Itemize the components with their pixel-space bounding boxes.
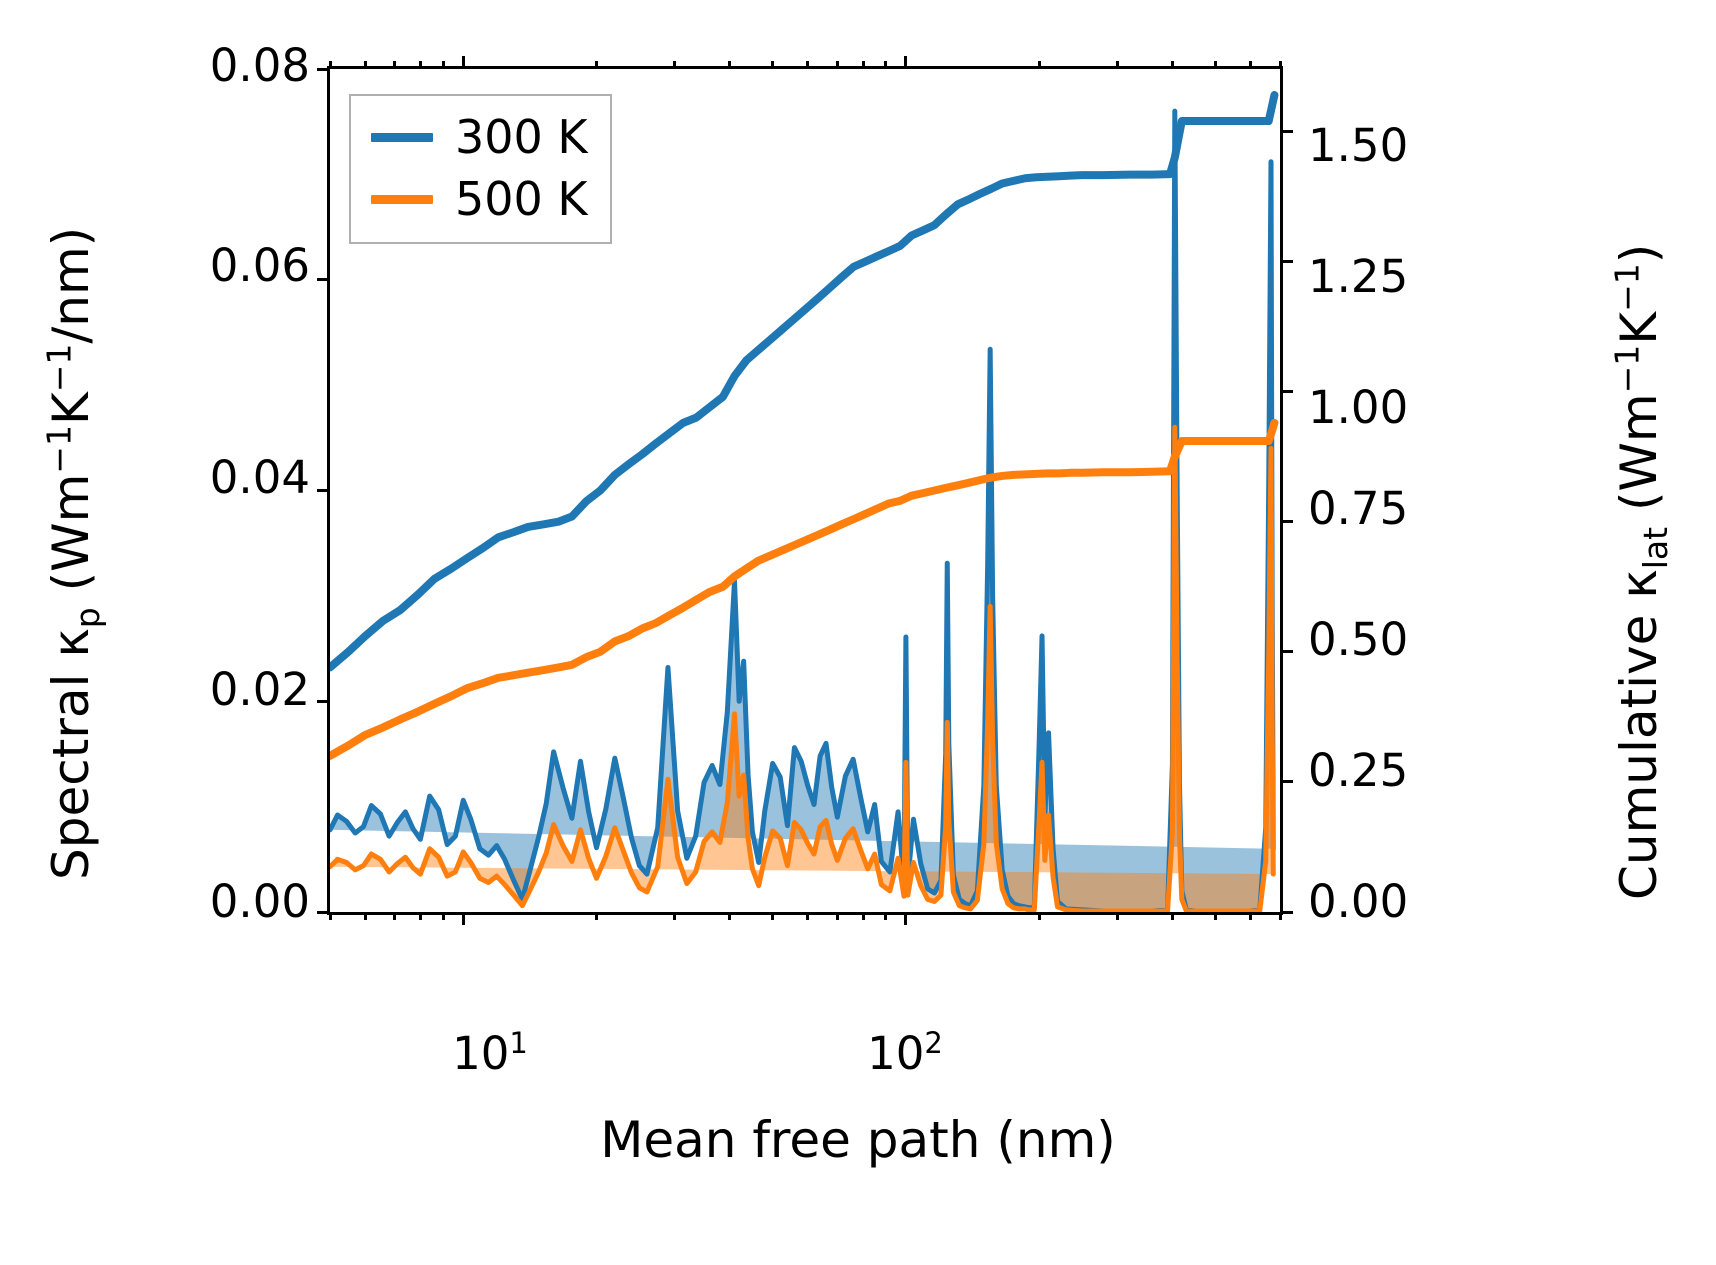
- y-tick-right-2: [1280, 650, 1293, 654]
- y-tick-label-left-1: 0.02: [209, 663, 310, 716]
- y-tick-left-2: [317, 489, 330, 492]
- legend-swatch-500k: [371, 194, 433, 204]
- y-tick-right-6: [1280, 129, 1293, 133]
- x-tick-minor-17: [1248, 912, 1252, 920]
- spectral-fill-500K: [330, 427, 1274, 911]
- y-tick-label-left-0: 0.00: [209, 875, 310, 928]
- y-tick-label-right-0: 0.00: [1308, 875, 1409, 928]
- y-tick-label-right-4: 1.00: [1308, 381, 1409, 434]
- x-axis-title: Mean free path (nm): [600, 1111, 1116, 1169]
- y-tick-right-4: [1280, 390, 1293, 394]
- x-tick-label-10e2: 102: [867, 1026, 943, 1080]
- y-tick-label-right-2: 0.50: [1308, 613, 1409, 666]
- y-tick-label-right-6: 1.50: [1308, 119, 1409, 172]
- x-tick-minor-16: [1213, 912, 1217, 920]
- y-tick-label-right-5: 1.25: [1308, 250, 1409, 303]
- x-tick-label-10e1: 101: [452, 1026, 528, 1080]
- x-tick-minor-1: [363, 912, 367, 920]
- legend-label-500k: 500 K: [455, 172, 588, 226]
- x-tick-top-minor-18: [1278, 61, 1282, 69]
- x-tick-top-minor-16: [1213, 61, 1217, 69]
- x-tick-minor-7: [728, 912, 732, 920]
- x-tick-minor-15: [1170, 912, 1174, 920]
- spectral-line-500K: [330, 424, 1276, 912]
- legend-item-500k[interactable]: 500 K: [371, 168, 588, 230]
- y-tick-left-3: [317, 278, 330, 282]
- x-tick-top-minor-8: [771, 61, 775, 69]
- x-tick-minor-13: [1037, 912, 1041, 920]
- x-tick-minor-5: [595, 912, 598, 920]
- x-tick-minor-18: [1278, 912, 1282, 920]
- y-tick-left-0: [317, 910, 330, 914]
- x-tick-minor-6: [673, 912, 676, 920]
- x-tick-top-minor-14: [1115, 61, 1119, 69]
- x-tick-top-minor-1: [363, 61, 367, 69]
- x-tick-top-minor-6: [673, 61, 676, 69]
- x-tick-minor-2: [393, 912, 397, 920]
- x-tick-top-minor-4: [441, 61, 445, 69]
- y-axis-title-right: Cumulative κlat (Wm−1K−1): [1607, 243, 1675, 900]
- x-tick-minor-14: [1115, 912, 1119, 920]
- x-tick-minor-11: [861, 912, 865, 920]
- x-tick-major-1: [904, 912, 908, 925]
- x-tick-top-minor-17: [1248, 61, 1252, 69]
- x-tick-top-major-1: [904, 56, 908, 69]
- y-axis-title-left: Spectral κp (Wm−1K−1/nm): [39, 226, 107, 880]
- x-tick-top-major-0: [461, 56, 465, 69]
- x-tick-top-minor-12: [884, 61, 888, 69]
- legend-label-300k: 300 K: [455, 110, 588, 164]
- x-tick-top-minor-13: [1037, 61, 1041, 69]
- x-tick-top-minor-5: [595, 61, 598, 69]
- legend-swatch-300k: [371, 132, 433, 142]
- x-tick-top-minor-9: [806, 61, 810, 69]
- x-tick-top-minor-3: [418, 61, 422, 69]
- x-tick-major-0: [461, 912, 465, 925]
- y-tick-right-3: [1280, 520, 1293, 524]
- y-tick-label-right-3: 0.75: [1308, 482, 1409, 535]
- x-tick-top-minor-2: [393, 61, 397, 69]
- x-tick-top-minor-7: [728, 61, 732, 69]
- x-tick-minor-0: [328, 912, 332, 920]
- x-tick-minor-3: [418, 912, 422, 920]
- x-tick-minor-12: [884, 912, 888, 920]
- y-tick-label-left-3: 0.06: [209, 239, 310, 292]
- legend-item-300k[interactable]: 300 K: [371, 106, 588, 168]
- x-tick-minor-9: [806, 912, 810, 920]
- y-tick-label-left-4: 0.08: [209, 39, 310, 92]
- legend: 300 K 500 K: [349, 94, 612, 244]
- y-tick-left-4: [317, 67, 330, 71]
- y-tick-right-1: [1280, 780, 1293, 784]
- plot-clip: [330, 69, 1280, 912]
- cumulative-line-500K: [330, 418, 1279, 760]
- x-tick-top-minor-0: [328, 61, 332, 69]
- chart-svg: [330, 91, 1279, 912]
- x-tick-minor-10: [835, 912, 839, 920]
- y-tick-right-0: [1280, 910, 1293, 914]
- x-tick-top-minor-11: [861, 61, 865, 69]
- y-tick-label-left-2: 0.04: [209, 451, 310, 504]
- y-tick-right-5: [1280, 260, 1293, 263]
- x-tick-minor-4: [441, 912, 445, 920]
- x-tick-top-minor-15: [1170, 61, 1174, 69]
- x-tick-top-minor-10: [835, 61, 839, 69]
- cumulative-line-300K: [330, 91, 1279, 672]
- x-tick-minor-8: [771, 912, 775, 920]
- y-tick-label-right-1: 0.25: [1308, 744, 1409, 797]
- y-tick-left-1: [317, 699, 330, 703]
